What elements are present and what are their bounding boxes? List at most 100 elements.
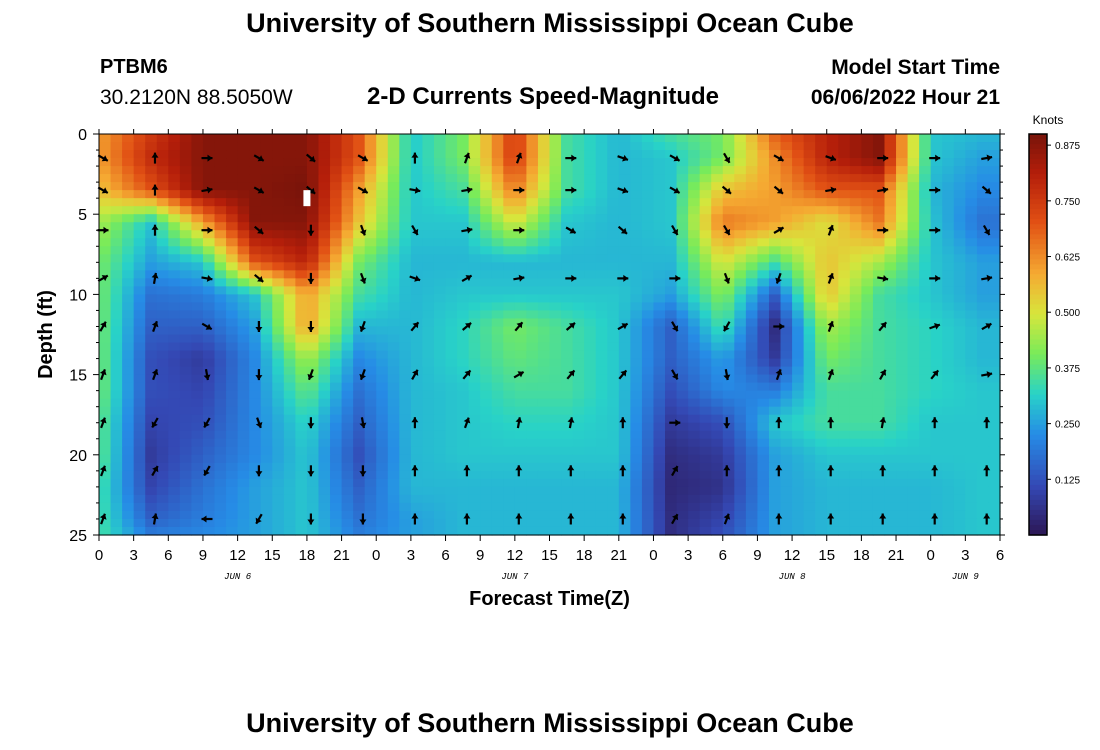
heatmap-cell — [179, 278, 193, 287]
heatmap-cell — [214, 174, 227, 183]
heatmap-cell — [318, 142, 331, 151]
heatmap-cell — [480, 350, 493, 360]
heatmap-cell — [930, 502, 943, 512]
heatmap-cell — [330, 318, 343, 328]
heatmap-cell — [237, 358, 250, 368]
current-arrow — [201, 154, 213, 162]
heatmap-cell — [919, 406, 932, 416]
heatmap-cell — [191, 286, 204, 295]
heatmap-cell — [595, 350, 608, 360]
heatmap-cell — [618, 150, 631, 159]
heatmap-cell — [976, 342, 990, 352]
heatmap-cell — [399, 166, 412, 175]
heatmap-cell — [745, 206, 759, 215]
heatmap-cell — [364, 134, 377, 143]
heatmap-cell — [133, 438, 146, 448]
heatmap-cell — [260, 262, 273, 271]
heatmap-cell — [526, 414, 539, 424]
arrow-head — [103, 226, 109, 234]
heatmap-cell — [110, 198, 123, 207]
heatmap-cell — [387, 398, 400, 408]
heatmap-cell — [861, 142, 874, 151]
heatmap-cell — [179, 342, 193, 352]
heatmap-cell — [422, 158, 435, 167]
heatmap-cell — [202, 446, 216, 456]
heatmap-cell — [849, 486, 862, 496]
colorbar-segment — [1029, 529, 1047, 536]
heatmap-cell — [283, 518, 296, 528]
heatmap-cell — [607, 294, 620, 304]
heatmap-cell — [988, 254, 1001, 263]
heatmap-cell — [457, 526, 470, 536]
heatmap-cell — [399, 470, 412, 480]
heatmap-cell — [214, 254, 227, 263]
heatmap-cell — [330, 254, 343, 263]
heatmap-cell — [133, 238, 146, 247]
heatmap-cell — [468, 342, 481, 352]
heatmap-cell — [237, 254, 250, 263]
heatmap-cell — [722, 238, 735, 247]
heatmap-cell — [965, 318, 978, 328]
current-arrow — [723, 417, 731, 429]
x-tick-label: 6 — [719, 547, 727, 564]
heatmap-cell — [260, 422, 273, 432]
heatmap-cell — [884, 414, 897, 424]
heatmap-cell — [722, 518, 735, 528]
heatmap-cell — [641, 310, 655, 320]
heatmap-cell — [202, 182, 216, 191]
colorbar-segment — [1029, 419, 1047, 426]
heatmap-cell — [572, 334, 585, 344]
heatmap-cell — [965, 254, 978, 263]
heatmap-cell — [226, 414, 239, 424]
heatmap-cell — [584, 182, 597, 191]
heatmap-cell — [757, 470, 770, 480]
heatmap-cell — [445, 382, 458, 392]
heatmap-cell — [757, 246, 770, 255]
heatmap-cell — [526, 438, 539, 448]
heatmap-cell — [884, 382, 897, 392]
heatmap-cell — [318, 206, 331, 215]
heatmap-cell — [353, 398, 366, 408]
current-arrow — [255, 321, 263, 332]
heatmap-cell — [849, 502, 862, 512]
heatmap-cell — [445, 518, 458, 528]
colorbar-segment — [1029, 334, 1047, 341]
heatmap-cell — [792, 222, 805, 231]
heatmap-cell — [676, 526, 689, 536]
heatmap-cell — [907, 510, 920, 520]
heatmap-cell — [676, 150, 689, 159]
heatmap-cell — [491, 262, 504, 271]
heatmap-cell — [641, 158, 655, 167]
colorbar-segment — [1029, 454, 1047, 461]
heatmap-cell — [942, 238, 955, 247]
current-arrow — [723, 369, 731, 381]
heatmap-cell — [699, 142, 712, 151]
heatmap-cell — [561, 326, 574, 336]
heatmap-cell — [745, 470, 759, 480]
current-arrow — [99, 465, 107, 477]
heatmap-cell — [618, 446, 631, 456]
heatmap-cell — [768, 342, 782, 352]
heatmap-cell — [133, 150, 146, 159]
heatmap-cell — [815, 430, 828, 440]
heatmap-cell — [468, 382, 481, 392]
heatmap-cell — [641, 198, 655, 207]
heatmap-cell — [168, 478, 181, 488]
heatmap-cell — [318, 374, 331, 384]
heatmap-cell — [283, 230, 296, 239]
heatmap-cell — [249, 190, 262, 199]
heatmap-cell — [445, 446, 458, 456]
heatmap-cell — [665, 238, 678, 247]
heatmap-cell — [410, 390, 424, 400]
heatmap-cell — [214, 246, 227, 255]
x-tick-label: 21 — [333, 547, 350, 564]
heatmap-cell — [745, 166, 759, 175]
heatmap-cell — [376, 278, 389, 287]
heatmap-cell — [376, 198, 389, 207]
heatmap-cell — [584, 254, 597, 263]
heatmap-cell — [665, 406, 678, 416]
heatmap-cell — [896, 494, 909, 504]
heatmap-cell — [364, 462, 377, 472]
heatmap-cell — [249, 286, 262, 295]
heatmap-cell — [976, 310, 990, 320]
